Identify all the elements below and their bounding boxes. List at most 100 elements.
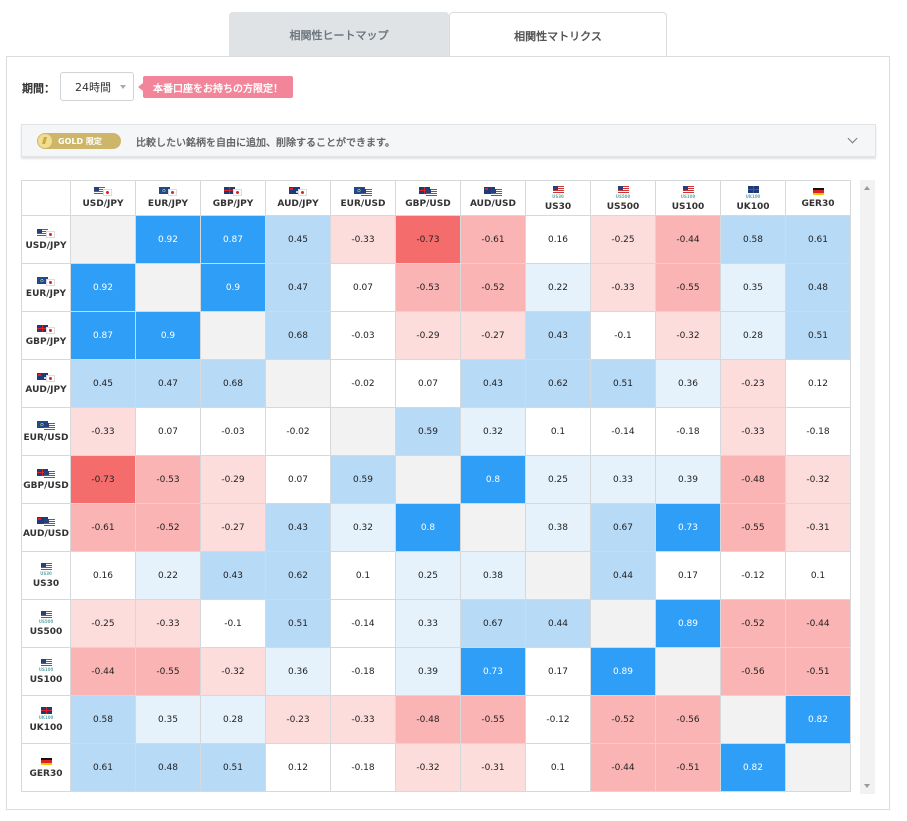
vertical-scrollbar[interactable] <box>860 180 875 794</box>
flag-icon <box>419 187 437 196</box>
matrix-cell: 0.47 <box>265 263 331 312</box>
gold-feature-bar[interactable]: GOLD 限定 比較したい銘柄を自由に追加、削除することができます。 <box>21 124 876 157</box>
matrix-cell: 0.51 <box>265 599 331 648</box>
symbol-sublabel: US500 <box>615 193 631 199</box>
symbol-label: GER30 <box>29 768 63 779</box>
scroll-down-icon[interactable] <box>864 784 870 788</box>
matrix-cell: -0.29 <box>200 455 266 504</box>
matrix-cell-diagonal <box>265 359 331 408</box>
matrix-cell-diagonal <box>395 455 461 504</box>
matrix-cell: -0.03 <box>200 407 266 456</box>
matrix-cell-diagonal <box>525 551 591 600</box>
matrix-cell: -0.32 <box>785 455 851 504</box>
period-select[interactable]: 24時間 <box>60 72 134 101</box>
row-header: US500 US500 <box>21 599 71 648</box>
matrix-cell: 0.8 <box>460 455 526 504</box>
flag-icon <box>37 228 55 238</box>
matrix-corner <box>21 180 71 216</box>
scroll-up-icon[interactable] <box>864 186 870 190</box>
matrix-cell: 0.44 <box>590 551 656 600</box>
matrix-cell: -0.73 <box>395 215 461 264</box>
symbol-label: EUR/USD <box>340 199 386 209</box>
matrix-row: GBP/USD -0.73 -0.53 -0.29 0.07 0.59 0.8 0.25 0.3… <box>21 455 851 504</box>
symbol-sublabel: UK100 <box>745 193 761 199</box>
matrix-cell: -0.18 <box>330 743 396 792</box>
symbol-sublabel: US100 <box>38 667 54 672</box>
matrix-cell: 0.07 <box>135 407 201 456</box>
matrix-cell: 0.32 <box>460 407 526 456</box>
matrix-cell: -0.33 <box>135 599 201 648</box>
flag-icon <box>614 185 632 194</box>
matrix-row: EUR/JPY 0.92 0.9 0.47 0.07 -0.53 -0.52 0.22 -0.3… <box>21 263 851 312</box>
matrix-row: US30 US30 0.16 0.22 0.43 0.62 0.1 0.25 0.38 0.44 0… <box>21 551 851 600</box>
matrix-cell: 0.38 <box>525 503 591 552</box>
matrix-cell: 0.58 <box>70 695 136 744</box>
matrix-cell: 0.48 <box>785 263 851 312</box>
correlation-matrix: USD/JPY EUR/JPY GBP/JPY AUD/JPY EUR/USD GBP/U… <box>21 180 851 792</box>
row-header: EUR/JPY <box>21 263 71 312</box>
matrix-cell: -0.1 <box>200 599 266 648</box>
matrix-cell: 0.89 <box>590 647 656 696</box>
matrix-cell: -0.12 <box>720 551 786 600</box>
column-header: US500 US500 <box>590 180 656 216</box>
flag-icon <box>224 187 242 196</box>
flag-icon <box>37 658 55 667</box>
matrix-cell: 0.36 <box>265 647 331 696</box>
matrix-cell: 0.35 <box>720 263 786 312</box>
symbol-sublabel: US30 <box>552 193 564 199</box>
matrix-cell: 0.62 <box>525 359 591 408</box>
matrix-cell: 0.9 <box>200 263 266 312</box>
matrix-cell: -0.29 <box>395 311 461 360</box>
tab-correlation-matrix[interactable]: 相関性マトリクス <box>449 12 667 58</box>
matrix-cell: 0.82 <box>785 695 851 744</box>
symbol-label: AUD/USD <box>469 199 516 209</box>
chevron-down-icon[interactable] <box>847 133 858 144</box>
matrix-cell: -0.61 <box>460 215 526 264</box>
matrix-cell: -0.48 <box>395 695 461 744</box>
gold-description: 比較したい銘柄を自由に追加、削除することができます。 <box>136 138 395 149</box>
matrix-cell-diagonal <box>785 743 851 792</box>
matrix-cell: 0.16 <box>525 215 591 264</box>
matrix-cell: 0.22 <box>135 551 201 600</box>
matrix-cell: 0.12 <box>785 359 851 408</box>
matrix-cell: -0.61 <box>70 503 136 552</box>
matrix-cell: 0.68 <box>200 359 266 408</box>
symbol-label: US100 <box>671 201 705 212</box>
column-header: UK100 UK100 <box>720 180 786 216</box>
matrix-cell: 0.32 <box>330 503 396 552</box>
row-header: GER30 <box>21 743 71 792</box>
matrix-cell: -0.44 <box>590 743 656 792</box>
symbol-label: EUR/USD <box>23 432 69 443</box>
flag-icon <box>37 468 55 478</box>
flag-icon <box>37 276 55 286</box>
column-header: GER30 <box>785 180 851 216</box>
symbol-label: AUD/JPY <box>25 384 67 395</box>
matrix-cell: 0.48 <box>135 743 201 792</box>
symbol-label: GBP/JPY <box>212 199 254 209</box>
matrix-cell: 0.59 <box>395 407 461 456</box>
matrix-cell: 0.1 <box>525 407 591 456</box>
tab-correlation-heatmap[interactable]: 相関性ヒートマップ <box>229 12 449 57</box>
matrix-cell: -0.55 <box>655 263 721 312</box>
matrix-cell: 0.82 <box>720 743 786 792</box>
matrix-cell: 0.47 <box>135 359 201 408</box>
matrix-cell: -0.27 <box>200 503 266 552</box>
matrix-cell: 0.1 <box>785 551 851 600</box>
column-header: AUD/JPY <box>265 180 331 216</box>
row-header: EUR/USD <box>21 407 71 456</box>
matrix-cell: -0.27 <box>460 311 526 360</box>
matrix-cell: 0.9 <box>135 311 201 360</box>
period-select-value: 24時間 <box>75 80 111 94</box>
matrix-cell: -0.33 <box>330 695 396 744</box>
row-header: GBP/JPY <box>21 311 71 360</box>
symbol-label: USD/JPY <box>25 240 67 251</box>
matrix-cell: -0.52 <box>590 695 656 744</box>
matrix-cell: 0.43 <box>525 311 591 360</box>
matrix-cell: -0.33 <box>720 407 786 456</box>
matrix-cell: -0.02 <box>330 359 396 408</box>
flag-icon <box>809 187 827 196</box>
matrix-cell: -0.52 <box>720 599 786 648</box>
matrix-cell: -0.32 <box>655 311 721 360</box>
matrix-cell: 0.92 <box>135 215 201 264</box>
flag-icon <box>94 187 112 196</box>
